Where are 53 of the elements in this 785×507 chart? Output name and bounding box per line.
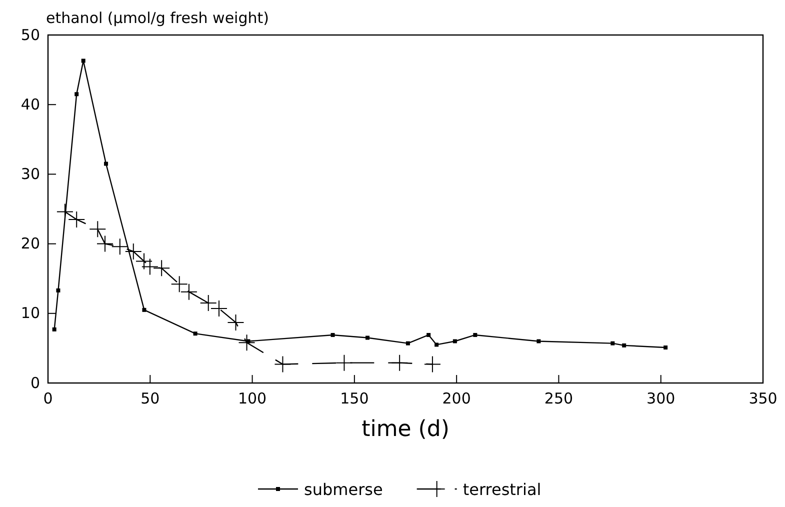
x-tick-label: 0 — [43, 390, 53, 408]
x-tick-label: 150 — [340, 390, 369, 408]
point — [68, 210, 86, 228]
point — [96, 235, 114, 252]
point — [274, 356, 292, 373]
point — [56, 288, 60, 292]
legend-label: submerse — [304, 480, 383, 499]
point — [193, 332, 198, 336]
point — [153, 260, 170, 277]
x-axis-title: time (d) — [362, 417, 450, 442]
point — [56, 203, 74, 220]
point — [424, 356, 441, 373]
point — [141, 258, 158, 276]
point — [124, 242, 142, 260]
x-tick-label: 350 — [748, 390, 778, 408]
x-tick-label: 100 — [238, 390, 267, 408]
point — [89, 220, 106, 238]
point — [74, 92, 79, 96]
point — [330, 332, 335, 337]
x-tick-label: 200 — [442, 390, 471, 408]
point — [200, 294, 217, 312]
point — [227, 314, 244, 331]
point — [366, 336, 370, 340]
y-tick-label: 50 — [20, 26, 40, 44]
y-tick-label: 30 — [20, 165, 40, 183]
y-tick-label: 40 — [20, 95, 40, 114]
point — [81, 58, 86, 63]
point — [434, 342, 439, 347]
point — [452, 339, 457, 344]
point — [52, 327, 56, 332]
legend-label: terrestrial — [462, 480, 542, 499]
point — [238, 334, 256, 352]
point — [336, 354, 353, 372]
y-tick-label: 0 — [30, 374, 40, 392]
point — [610, 341, 615, 346]
point — [622, 343, 626, 348]
x-tick-label: 300 — [646, 390, 676, 408]
point — [142, 308, 146, 312]
x-tick-label: 50 — [140, 390, 160, 408]
point — [664, 346, 668, 350]
y-tick-label: 20 — [20, 234, 40, 253]
point — [391, 354, 408, 372]
point — [111, 238, 128, 256]
point — [426, 332, 431, 337]
point — [210, 300, 228, 318]
y-axis-title: ethanol (µmol/g fresh weight) — [46, 9, 269, 27]
point — [136, 252, 153, 270]
point — [104, 162, 108, 166]
y-tick-label: 10 — [20, 304, 40, 322]
point — [536, 339, 541, 344]
x-tick-label: 250 — [544, 390, 574, 408]
point — [473, 332, 478, 337]
point — [406, 341, 410, 346]
